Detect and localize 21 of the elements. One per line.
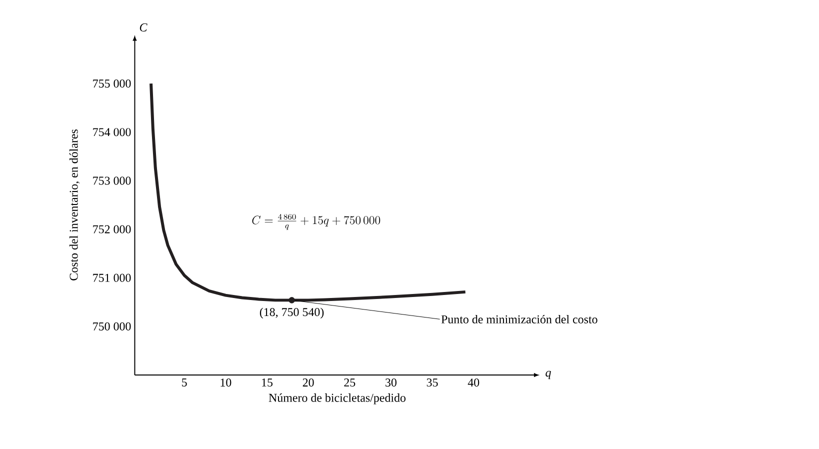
y-tick-label: 751 000 [93, 274, 131, 282]
x-tick-label: 20 [302, 378, 314, 387]
y-tick-label: 750 000 [93, 322, 131, 330]
x-tick-label: 5 [182, 378, 187, 386]
x-tick-label: 15 [262, 378, 272, 387]
x-tick-label: 30 [386, 378, 396, 387]
y-tick-label: 753 000 [93, 176, 131, 185]
x-axis-title: Número de bicicletas/pedido [268, 393, 406, 404]
x-tick-label: 25 [344, 378, 356, 387]
x-tick-label: 35 [426, 378, 438, 387]
x-tick-label: 10 [220, 378, 232, 387]
annotation: $C = \frac{4\,860}{q} + 15q + 750\,000$ [252, 214, 380, 230]
annotation: (18, 750 540) [260, 308, 324, 319]
x-tick-label: 40 [468, 378, 480, 387]
y-tick-label: 752 000 [93, 225, 131, 234]
annotation: Punto de minimización del costo [441, 314, 598, 324]
y-tick-label: 754 000 [93, 128, 131, 136]
text: C [140, 23, 148, 32]
text: q [546, 370, 551, 380]
y-tick-label: 755 000 [93, 80, 131, 88]
y-axis-title: Costo del inventario, en dólares [69, 130, 80, 280]
